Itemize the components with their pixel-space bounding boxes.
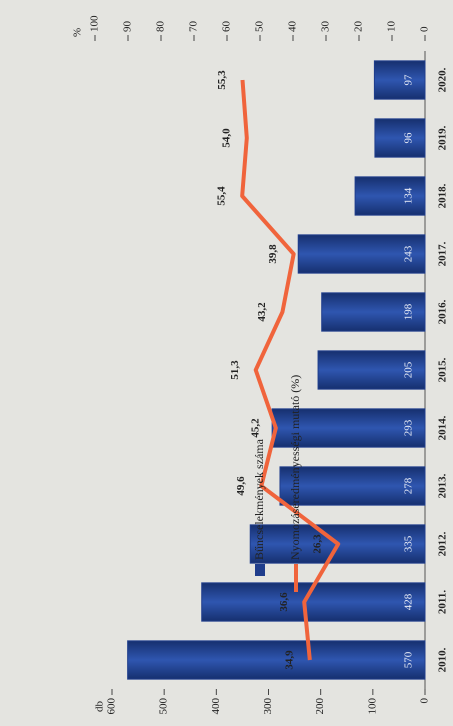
line-value-label: 45,2 [249, 418, 261, 438]
bar [127, 640, 426, 680]
x-tick-label: 2015. [437, 357, 449, 382]
line-value-label: 55,4 [216, 186, 228, 206]
line-value-label: 39,8 [267, 244, 279, 264]
bar-value-label: 97 [403, 74, 415, 86]
y-tick-label: 600 [106, 698, 118, 715]
line-value-label: 51,3 [229, 360, 241, 380]
y2-tick-label: 10 [386, 21, 398, 33]
y-tick-label: 300 [262, 698, 274, 715]
y-axis-title: db [94, 701, 106, 713]
x-tick-label: 2012. [437, 531, 449, 556]
y-tick-label: 100 [366, 698, 378, 715]
y-tick-label: 400 [210, 698, 222, 715]
x-tick-label: 2016. [437, 299, 449, 324]
y2-tick-label: 90 [122, 21, 134, 33]
line-value-label: 26,3 [312, 534, 324, 554]
legend-swatch [255, 564, 265, 576]
y2-axis-title: % [72, 28, 84, 37]
y-tick-label: 500 [158, 698, 170, 715]
bar [354, 176, 426, 216]
line-value-label: 36,6 [278, 592, 290, 612]
bar [373, 60, 426, 100]
y2-tick-label: 70 [188, 21, 200, 33]
bar-value-label: 198 [403, 303, 415, 320]
x-tick-label: 2013. [437, 473, 449, 498]
y-tick-label: 200 [314, 698, 326, 715]
y2-tick-label: 100 [89, 15, 101, 32]
bar [297, 234, 426, 274]
line-value-label: 43,2 [256, 302, 268, 322]
y2-tick-label: 20 [353, 21, 365, 33]
y-tick-label: 0 [419, 698, 431, 704]
bar-value-label: 278 [403, 477, 415, 494]
bar-value-label: 335 [403, 535, 415, 552]
x-tick-label: 2011. [437, 590, 449, 614]
bar [279, 466, 426, 506]
y2-tick-label: 0 [419, 26, 431, 32]
x-tick-label: 2019. [437, 125, 449, 150]
bar-value-label: 428 [403, 593, 415, 610]
bar-value-label: 205 [403, 361, 415, 378]
x-tick-label: 2014. [437, 415, 449, 440]
bar [321, 292, 426, 332]
legend-label: Bűncselekmények száma [252, 438, 266, 560]
bar-value-label: 570 [403, 651, 415, 668]
x-tick-label: 2020. [437, 67, 449, 92]
line-value-label: 49,6 [235, 476, 247, 496]
bar [271, 408, 426, 448]
y2-tick-label: 30 [320, 21, 332, 33]
bar-value-label: 243 [403, 245, 415, 262]
line [240, 79, 341, 661]
x-tick-label: 2010. [437, 647, 449, 672]
y2-tick-label: 60 [221, 21, 233, 33]
y2-tick-label: 40 [287, 21, 299, 33]
bar [317, 350, 426, 390]
bar-value-label: 293 [403, 419, 415, 436]
bar-value-label: 96 [403, 132, 415, 144]
x-tick-label: 2017. [437, 241, 449, 266]
line-value-label: 54,0 [220, 128, 232, 148]
line-value-label: 34,9 [283, 650, 295, 670]
legend-label: Nyomozáseredményességi mutató (%) [288, 375, 302, 560]
bar [374, 118, 426, 158]
x-tick-label: 2018. [437, 183, 449, 208]
y2-tick-label: 50 [254, 21, 266, 33]
bar-value-label: 134 [403, 187, 415, 204]
y2-tick-label: 80 [155, 21, 167, 33]
line-value-label: 55,3 [216, 70, 228, 90]
